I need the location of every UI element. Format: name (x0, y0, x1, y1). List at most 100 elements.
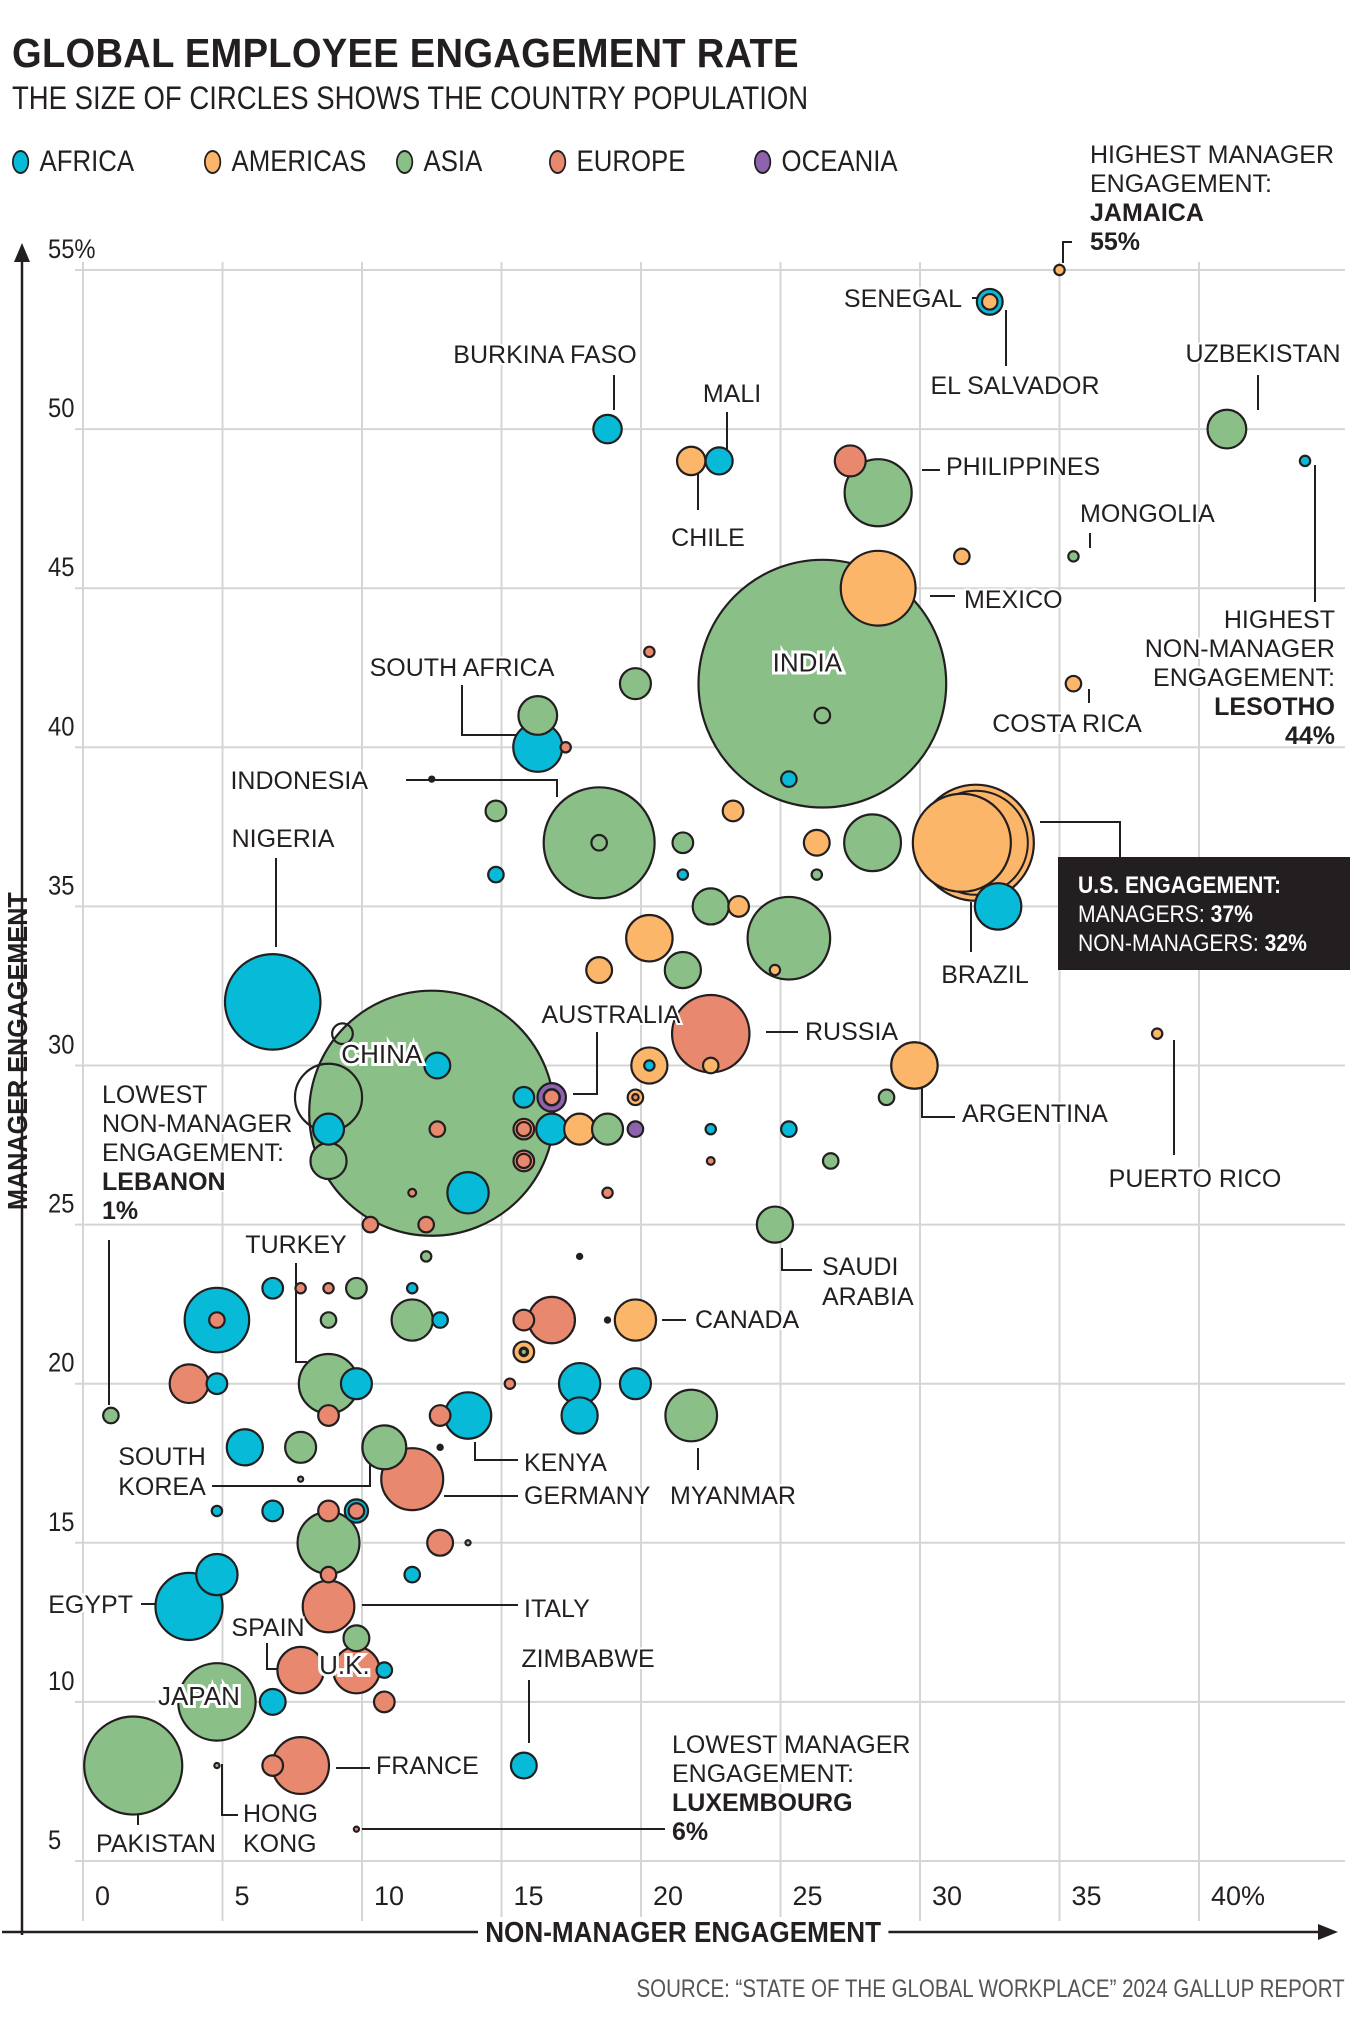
callout-highlight: 44% (1285, 722, 1335, 750)
x-tick-label: 35 (1072, 1881, 1102, 1911)
annotation-labels: CHINA INDIA JAPAN U.K. BURKINA FASO MALI CHILE… (46, 139, 1342, 1860)
bubble-chile (675, 445, 707, 477)
inside-label: CHINA (341, 1039, 423, 1069)
bubble-pakistan (83, 1715, 184, 1816)
country-label: RUSSIA (805, 1018, 898, 1046)
inside-label: JAPAN (158, 1681, 240, 1711)
source-note: SOURCE: “STATE OF THE GLOBAL WORKPLACE” … (636, 1975, 1345, 2003)
bubble-spain (276, 1645, 325, 1695)
legend-label: EUROPE (576, 145, 686, 178)
us-box-title: U.S. ENGAGEMENT: (1078, 872, 1282, 899)
bubble-nigeria (223, 953, 322, 1051)
bubble-af (261, 1276, 285, 1300)
bubble-as (618, 667, 653, 701)
bubble-am (701, 1056, 720, 1075)
asia-swatch-icon (396, 150, 414, 174)
chart-title: GLOBAL EMPLOYEE ENGAGEMENT RATE (12, 30, 799, 76)
country-label: KOREA (118, 1473, 206, 1501)
leader-line (781, 1248, 812, 1271)
bubble-af (403, 1565, 422, 1584)
bubble-af (643, 1059, 656, 1072)
y-axis-arrow-icon (14, 243, 30, 262)
callout-text: HIGHEST (1224, 606, 1335, 634)
bubble-eu (294, 1281, 307, 1295)
bubble-eu (515, 1120, 532, 1138)
bubble-kenya (443, 1391, 493, 1440)
bubble-eu (322, 1281, 335, 1295)
bubble-eu (601, 1186, 614, 1200)
bubble-as (810, 868, 824, 881)
x-tick-label: 0 (95, 1881, 110, 1911)
bubble-af (210, 1504, 224, 1518)
bubble-af (405, 1281, 419, 1295)
us-nonmanagers-value: 32% (1264, 930, 1307, 957)
bubble-af (704, 1122, 718, 1136)
x-tick-label: 10 (374, 1881, 404, 1911)
x-tick-label: 25 (793, 1881, 823, 1911)
country-label: COSTA RICA (992, 710, 1142, 738)
bubble-south-korea (361, 1424, 408, 1471)
country-label: MONGOLIA (1080, 500, 1215, 528)
bubble-as (603, 1316, 612, 1324)
bubble-myanmar (664, 1388, 719, 1443)
bubble-as (590, 1112, 625, 1146)
y-tick-label: 45 (48, 553, 74, 583)
bubble-italy (301, 1579, 356, 1634)
bubble-af (339, 1367, 374, 1401)
callout-text: HIGHEST MANAGER (1090, 141, 1334, 169)
bubble-af (973, 882, 1023, 931)
bubble-af (423, 1051, 452, 1080)
legend-label: OCEANIA (781, 145, 898, 178)
y-tick-label: 25 (48, 1189, 74, 1219)
europe-swatch-icon (549, 150, 567, 174)
country-label: MYANMAR (670, 1482, 796, 1510)
country-label: TURKEY (245, 1231, 347, 1259)
us-engagement-box: U.S. ENGAGEMENT: MANAGERS: 37% NON-MANAG… (1058, 857, 1350, 970)
bubble-as (284, 1430, 318, 1464)
bubble-eu (168, 1363, 210, 1405)
bubble-af (431, 1311, 449, 1329)
bubble-ring (518, 1346, 530, 1358)
leader-line (461, 685, 530, 736)
us-box-managers: MANAGERS: 37% (1078, 900, 1317, 929)
bubble-am (727, 894, 751, 918)
country-label: PUERTO RICO (1109, 1165, 1282, 1193)
americas-swatch-icon (204, 150, 222, 174)
bubble-as (419, 1250, 433, 1263)
bubble-argentina (890, 1041, 939, 1090)
legend-item-americas: AMERICAS (204, 145, 369, 179)
country-label: SENEGAL (844, 285, 962, 313)
bubble-af (205, 1372, 229, 1396)
bubble-af (195, 1552, 239, 1597)
bubble-as (296, 1475, 305, 1483)
bubble-as (484, 799, 508, 823)
bubble-as (331, 1022, 354, 1046)
bubble-eu (261, 1754, 285, 1777)
bubble-costa-rica (1064, 674, 1083, 693)
bubble-af (780, 770, 798, 788)
bubble-as (319, 1311, 338, 1329)
bubble-am (585, 956, 614, 985)
country-label: CHILE (671, 524, 745, 552)
y-tick-label: 10 (48, 1667, 74, 1697)
bubble-eu (426, 1528, 455, 1557)
bubble-af (225, 1428, 264, 1467)
bubble-af (618, 1367, 653, 1401)
inside-label: U.K. (319, 1650, 370, 1680)
bubbles (83, 263, 1312, 1833)
bubble-am (768, 963, 782, 977)
chart-subtitle: THE SIZE OF CIRCLES SHOWS THE COUNTRY PO… (12, 80, 809, 116)
legend-item-europe: EUROPE (549, 145, 725, 179)
bubble-af (311, 1112, 346, 1146)
leader-line (573, 1032, 598, 1095)
bubble-china (308, 989, 556, 1237)
legend-label: AMERICAS (231, 145, 367, 178)
x-axis-label: NON-MANAGER ENGAGEMENT (478, 1917, 889, 1950)
x-tick-label: 5 (235, 1881, 250, 1911)
country-label: PHILIPPINES (946, 453, 1100, 481)
bubble-brazil (911, 792, 1012, 893)
bubble-canada (613, 1298, 658, 1342)
legend-item-africa: AFRICA (12, 145, 177, 179)
bubble-af (258, 1687, 287, 1716)
